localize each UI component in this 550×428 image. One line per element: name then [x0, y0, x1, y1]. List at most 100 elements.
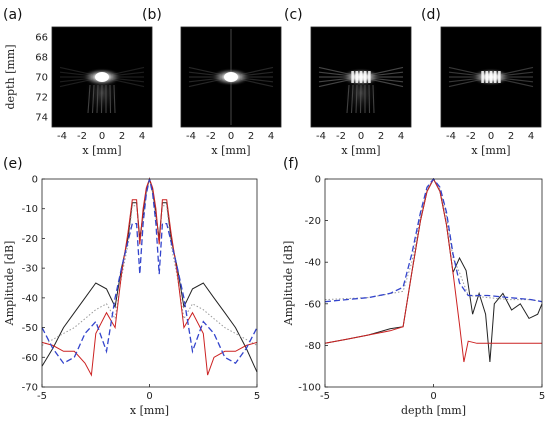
x-tick-label: 4 [268, 131, 274, 142]
x-tick-label: -4 [57, 131, 67, 142]
x-tick-label: -2 [77, 131, 87, 142]
y-tick-label: -50 [22, 323, 38, 334]
main-lobe-fringe [498, 71, 501, 83]
y-axis-label: depth [mm] [4, 44, 17, 109]
x-tick-label: 2 [508, 131, 514, 142]
main-lobe-fringe [359, 71, 363, 83]
speckle-streak [346, 84, 350, 114]
x-tick-label: 2 [378, 131, 384, 142]
speckle-streak [96, 84, 99, 114]
y-tick-label: -20 [305, 216, 321, 227]
speckle-streak [109, 84, 112, 114]
heatmap-frame [51, 26, 153, 128]
y-tick-label: 74 [35, 113, 48, 124]
x-axis-label: x [mm] [471, 144, 510, 157]
y-tick-label: -60 [305, 299, 321, 310]
main-lobe-core [224, 72, 238, 82]
y-tick-label: -40 [305, 258, 321, 269]
heatmap-panel-d: -4 -2 0 2 4 x [mm] [440, 26, 542, 157]
speckle-streak [355, 84, 358, 114]
main-lobe-fringe [485, 71, 489, 83]
x-tick-label: 0 [430, 391, 436, 402]
x-tick-label: 4 [528, 131, 534, 142]
x-axis-label: depth [mm] [401, 404, 466, 417]
line-plot-f: -5 0 5 0 -20 -40 -60 -80 -100 depth [mm] Amplitude… [282, 175, 545, 418]
x-tick-label: 5 [254, 391, 260, 402]
speckle-streak [87, 84, 91, 114]
x-tick-label: -4 [186, 131, 196, 142]
heatmap-frame [440, 26, 542, 128]
x-tick-label: 0 [146, 391, 152, 402]
x-tick-label: 2 [119, 131, 125, 142]
heatmap-panel-b: -4 -2 0 2 4 x [mm] [180, 26, 282, 157]
y-tick-label: 0 [32, 175, 38, 186]
plot-area [42, 179, 257, 387]
panel-label-f: (f) [283, 156, 299, 172]
main-lobe-fringe [363, 71, 367, 83]
y-tick-label: -10 [22, 204, 38, 215]
y-tick-label: -30 [22, 264, 38, 275]
panel-label-b: (b) [142, 7, 162, 23]
series-line-2 [324, 178, 543, 303]
speckle-streak [350, 84, 354, 114]
main-lobe-fringe [493, 71, 497, 83]
speckle-streak [100, 84, 103, 114]
y-tick-label: -70 [22, 383, 38, 394]
main-lobe-fringe [481, 71, 484, 83]
panel-label-e: (e) [3, 156, 23, 172]
x-tick-label: -2 [206, 131, 216, 142]
x-tick-label: -2 [466, 131, 476, 142]
x-tick-label: -4 [316, 131, 326, 142]
x-tick-label: 4 [139, 131, 145, 142]
main-lobe-fringe [489, 71, 493, 83]
x-tick-label: 0 [488, 131, 494, 142]
x-axis-label: x [mm] [130, 404, 169, 417]
speckle-streak [91, 84, 95, 114]
x-axis-label: x [mm] [341, 144, 380, 157]
speckle-streak [113, 84, 116, 114]
x-tick-label: 0 [99, 131, 105, 142]
y-tick-label: -80 [305, 341, 321, 352]
speckle-streak [372, 84, 375, 114]
main-lobe-core [95, 72, 109, 82]
heatmap-panel-c: -4 -2 0 2 4 x [mm] [310, 26, 412, 157]
panel-label-c: (c) [284, 7, 303, 23]
y-axis-label: Amplitude [dB] [3, 241, 16, 327]
x-tick-label: -5 [37, 391, 47, 402]
x-tick-label: 0 [228, 131, 234, 142]
panel-label-a: (a) [3, 7, 23, 23]
speckle-streak [368, 84, 371, 114]
y-tick-label: -100 [298, 383, 321, 394]
y-axis-label: Amplitude [dB] [282, 241, 295, 327]
line-plot-e: -5 0 50-10-20-30-40-50-60-70x [mm]Amplitud… [3, 175, 260, 418]
plot-area [325, 179, 542, 387]
panel-label-d: (d) [421, 7, 441, 23]
series-line-2 [41, 178, 258, 346]
main-lobe-fringe [368, 71, 371, 83]
x-tick-label: -2 [336, 131, 346, 142]
x-axis-label: x [mm] [82, 144, 121, 157]
y-tick-label: -20 [22, 234, 38, 245]
y-tick-label: 66 [35, 33, 48, 44]
y-tick-label: 0 [315, 175, 321, 186]
y-tick-label: 72 [35, 93, 48, 104]
x-axis-label: x [mm] [211, 144, 250, 157]
y-tick-label: -60 [22, 353, 38, 364]
heatmap-frame [180, 26, 282, 128]
y-tick-label: 70 [35, 73, 48, 84]
main-lobe-fringe [351, 71, 354, 83]
y-tick-label: -40 [22, 293, 38, 304]
x-tick-label: 4 [398, 131, 404, 142]
main-lobe-fringe [355, 71, 359, 83]
speckle-streak [359, 84, 362, 114]
x-tick-label: 5 [539, 391, 545, 402]
heatmap-panel-a: -4 -2 0 2 4 x [mm] 66 68 70 72 74 depth [mm] [4, 26, 153, 157]
heatmap-frame [310, 26, 412, 128]
y-tick-label: 68 [35, 53, 48, 64]
x-tick-label: -5 [320, 391, 330, 402]
series-line-3 [324, 177, 542, 363]
x-tick-label: 2 [248, 131, 254, 142]
x-tick-label: -4 [446, 131, 456, 142]
x-tick-label: 0 [358, 131, 364, 142]
